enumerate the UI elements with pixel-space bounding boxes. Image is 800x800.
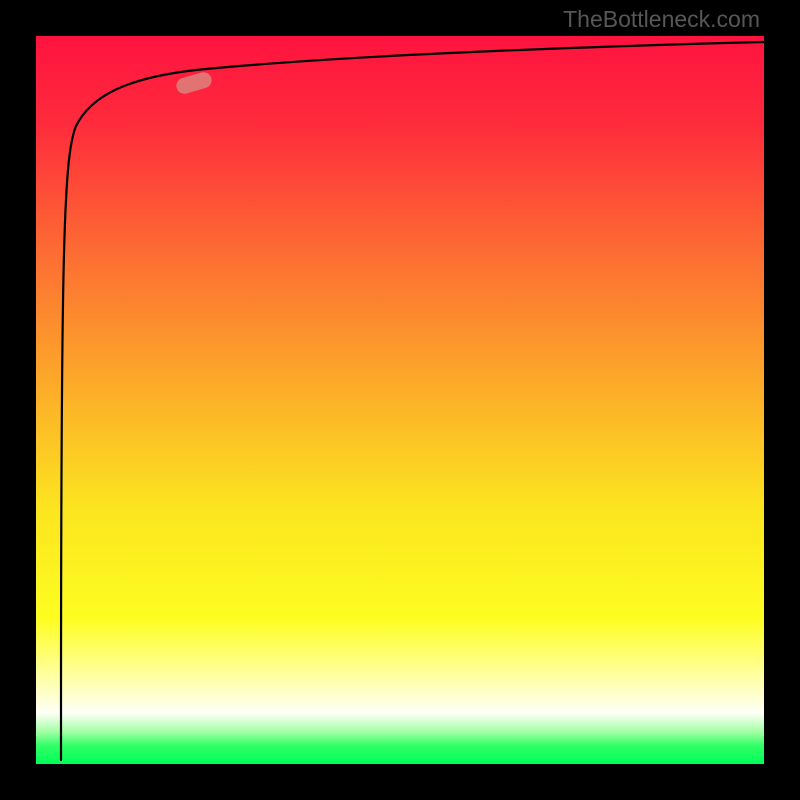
curve-layer	[36, 36, 764, 764]
curve-marker	[174, 70, 213, 95]
marker-pill	[174, 70, 213, 95]
bottleneck-curve	[61, 42, 764, 760]
watermark-text: TheBottleneck.com	[563, 6, 760, 33]
plot-area	[36, 36, 764, 764]
chart-frame: TheBottleneck.com TheBottleneck.com	[0, 0, 800, 800]
